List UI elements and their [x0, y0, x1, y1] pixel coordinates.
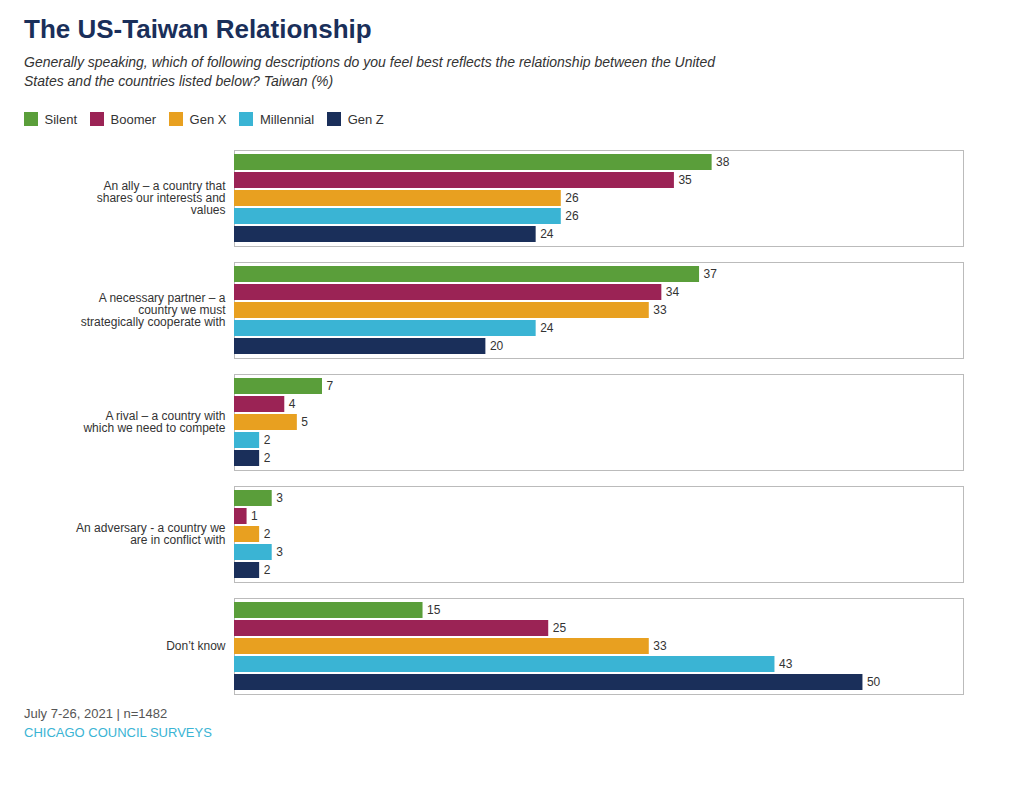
- html-text:Generally speaking, which of f: Generally speaking, which of following d…: [24, 54, 716, 89]
- svg-text:33: 33: [653, 640, 667, 654]
- svg-text:20: 20: [490, 340, 504, 354]
- svg-text:15: 15: [427, 604, 441, 618]
- svg-text:2: 2: [264, 434, 271, 448]
- html-text:Gen X: Gen X: [189, 111, 227, 127]
- html-text:CHICAGO COUNCIL SURVEYS: CHICAGO COUNCIL SURVEYS: [24, 725, 212, 741]
- svg-text:43: 43: [779, 658, 793, 672]
- html-text:Silent: Silent: [44, 111, 77, 127]
- svg-text:26: 26: [565, 192, 579, 206]
- svg-text:34: 34: [666, 286, 680, 300]
- svg-text:38: 38: [716, 156, 730, 170]
- html-text:Gen Z: Gen Z: [347, 111, 384, 127]
- html-text:Millennial: Millennial: [259, 111, 315, 127]
- svg-text:24: 24: [540, 322, 554, 336]
- html-text:July 7-26, 2021 | n=1482: July 7-26, 2021 | n=1482: [24, 706, 168, 722]
- svg-text:24: 24: [540, 228, 554, 242]
- svg-text:3: 3: [276, 492, 283, 506]
- svg-text:35: 35: [678, 174, 692, 188]
- svg-text:4: 4: [289, 398, 296, 412]
- html-text:The US-Taiwan Relationship: The US-Taiwan Relationship: [24, 14, 372, 44]
- svg-text:33: 33: [653, 304, 667, 318]
- svg-text:An ally – a country thatshares: An ally – a country thatshares our inter…: [97, 180, 226, 218]
- svg-text:50: 50: [867, 676, 881, 690]
- svg-text:An adversary - a country weare: An adversary - a country weare in confli…: [76, 522, 226, 548]
- svg-text:25: 25: [553, 622, 567, 636]
- svg-text:A rival – a country withwhich: A rival – a country withwhich we need to…: [82, 410, 225, 436]
- svg-text:1: 1: [251, 510, 258, 524]
- svg-text:2: 2: [264, 452, 271, 466]
- svg-text:7: 7: [326, 380, 333, 394]
- svg-text:37: 37: [704, 268, 718, 282]
- html-text:Boomer: Boomer: [110, 111, 157, 127]
- svg-text:2: 2: [264, 564, 271, 578]
- svg-text:Don’t know: Don’t know: [166, 640, 226, 654]
- svg-text:5: 5: [301, 416, 308, 430]
- svg-text:2: 2: [264, 528, 271, 542]
- svg-text:26: 26: [565, 210, 579, 224]
- svg-text:A necessary partner – acountry: A necessary partner – acountry we mustst…: [81, 292, 226, 330]
- svg-text:3: 3: [276, 546, 283, 560]
